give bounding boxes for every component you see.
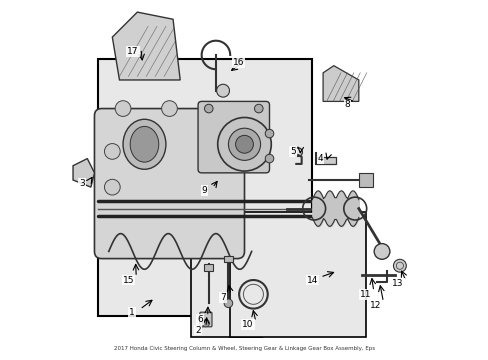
FancyBboxPatch shape [224, 256, 233, 262]
Text: 14: 14 [306, 275, 317, 284]
Circle shape [264, 154, 273, 163]
Ellipse shape [130, 126, 159, 162]
Circle shape [217, 117, 271, 171]
Polygon shape [323, 66, 358, 102]
Text: 5: 5 [289, 147, 295, 156]
Circle shape [216, 84, 229, 97]
Text: 12: 12 [369, 301, 381, 310]
Bar [230, 212, 365, 337]
Text: 15: 15 [122, 275, 134, 284]
Circle shape [162, 101, 177, 116]
Text: 6: 6 [197, 315, 203, 324]
Polygon shape [112, 12, 180, 80]
Circle shape [393, 259, 406, 272]
Circle shape [104, 144, 120, 159]
Text: 16: 16 [232, 58, 244, 67]
Text: 3: 3 [79, 179, 84, 188]
Text: 4: 4 [317, 154, 323, 163]
Circle shape [204, 104, 213, 113]
Text: 10: 10 [242, 320, 253, 329]
Circle shape [264, 129, 273, 138]
Circle shape [104, 179, 120, 195]
Text: 8: 8 [344, 100, 349, 109]
Ellipse shape [123, 119, 165, 169]
Text: 1: 1 [129, 308, 135, 317]
Text: 2: 2 [195, 325, 201, 334]
Text: 9: 9 [201, 186, 207, 195]
FancyBboxPatch shape [94, 109, 244, 258]
FancyBboxPatch shape [315, 157, 335, 164]
Text: 17: 17 [127, 47, 139, 56]
Circle shape [224, 299, 232, 307]
Text: 2017 Honda Civic Steering Column & Wheel, Steering Gear & Linkage Gear Box Assem: 2017 Honda Civic Steering Column & Wheel… [114, 346, 374, 351]
Bar [190, 255, 262, 337]
Bar [98, 59, 312, 316]
FancyBboxPatch shape [198, 102, 269, 173]
Text: 7: 7 [220, 293, 225, 302]
FancyBboxPatch shape [358, 173, 372, 187]
Circle shape [373, 244, 389, 259]
Circle shape [228, 128, 260, 160]
Polygon shape [73, 158, 94, 187]
FancyBboxPatch shape [204, 264, 213, 271]
FancyBboxPatch shape [200, 312, 212, 327]
Text: 11: 11 [360, 290, 371, 299]
Text: 13: 13 [391, 279, 403, 288]
Circle shape [115, 101, 131, 116]
Circle shape [202, 320, 209, 327]
Circle shape [254, 104, 263, 113]
Circle shape [235, 135, 253, 153]
